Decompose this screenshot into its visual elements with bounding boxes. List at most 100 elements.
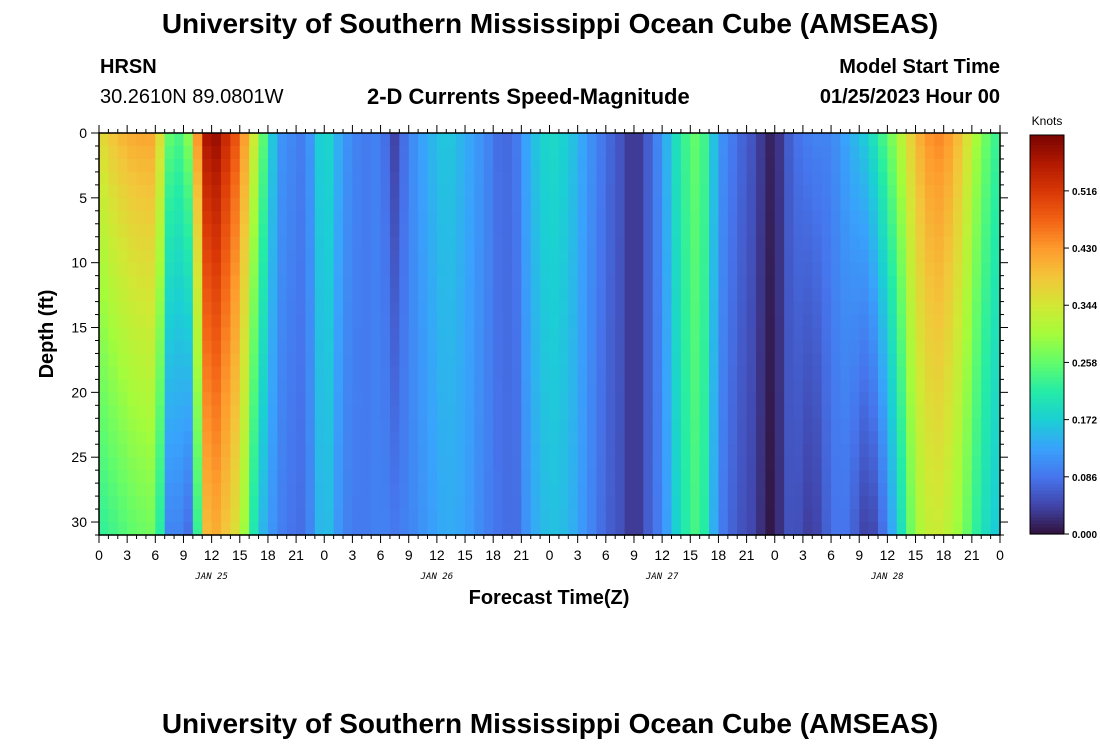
heatmap-cell (577, 392, 588, 406)
heatmap-cell (343, 223, 354, 238)
heatmap-cell (633, 366, 644, 380)
heatmap-cell (465, 145, 476, 160)
heatmap-cell (549, 223, 560, 238)
heatmap-cell (558, 301, 569, 316)
colorbar-segment (1030, 440, 1064, 445)
heatmap-cell (671, 171, 682, 186)
heatmap-cell (587, 236, 598, 251)
heatmap-cell (812, 366, 823, 380)
heatmap-cell (145, 262, 156, 277)
date-label: JAN 25 (194, 572, 228, 582)
heatmap-cell (962, 496, 973, 510)
heatmap-cell (127, 366, 138, 380)
heatmap-cell (840, 223, 851, 238)
heatmap-cell (727, 158, 738, 173)
heatmap-cell (202, 457, 213, 471)
heatmap-cell (408, 457, 419, 471)
heatmap-cell (483, 314, 494, 329)
heatmap-cell (671, 522, 682, 536)
heatmap-cell (511, 223, 522, 238)
heatmap-cell (896, 223, 907, 238)
colorbar-segment (1030, 504, 1064, 508)
heatmap-cell (436, 522, 447, 536)
heatmap-cell (371, 171, 382, 186)
heatmap-cell (821, 301, 832, 316)
heatmap-cell (671, 431, 682, 445)
heatmap-cell (699, 379, 710, 393)
heatmap-cell (465, 327, 476, 342)
heatmap-cell (643, 392, 654, 406)
heatmap-cell (962, 522, 973, 536)
heatmap-cell (821, 340, 832, 355)
heatmap-cell (296, 301, 307, 316)
heatmap-cell (633, 223, 644, 238)
heatmap-cell (155, 483, 166, 497)
heatmap-cell (934, 314, 945, 329)
heatmap-cell (343, 288, 354, 303)
heatmap-cell (840, 340, 851, 355)
heatmap-cell (389, 444, 400, 458)
heatmap-cell (906, 171, 917, 186)
heatmap-cell (840, 392, 851, 406)
heatmap-cell (605, 431, 616, 445)
heatmap-cell (765, 145, 776, 160)
heatmap-cell (511, 145, 522, 160)
heatmap-cell (971, 301, 982, 316)
heatmap-cell (436, 184, 447, 199)
heatmap-cell (727, 340, 738, 355)
heatmap-cell (408, 210, 419, 225)
heatmap-cell (690, 340, 701, 355)
heatmap-cell (727, 275, 738, 290)
heatmap-cell (202, 522, 213, 536)
heatmap-cell (296, 392, 307, 406)
heatmap-cell (239, 314, 250, 329)
heatmap-cell (915, 275, 926, 290)
heatmap-cell (859, 275, 870, 290)
heatmap-cell (990, 314, 1001, 329)
heatmap-cell (596, 392, 607, 406)
heatmap-cell (521, 275, 532, 290)
heatmap-cell (774, 171, 785, 186)
heatmap-cell (568, 314, 579, 329)
heatmap-cell (202, 171, 213, 186)
heatmap-cell (887, 470, 898, 484)
heatmap-cell (296, 340, 307, 355)
colorbar-segment (1030, 524, 1064, 528)
heatmap-cell (474, 133, 485, 147)
heatmap-cell (211, 133, 222, 147)
heatmap-cell (493, 158, 504, 173)
heatmap-cell (831, 340, 842, 355)
heatmap-cell (211, 509, 222, 523)
heatmap-cell (652, 327, 663, 342)
heatmap-cell (877, 340, 888, 355)
heatmap-cell (934, 483, 945, 497)
heatmap-cell (324, 340, 335, 355)
heatmap-cell (840, 145, 851, 160)
heatmap-cell (596, 483, 607, 497)
heatmap-cell (483, 496, 494, 510)
heatmap-cell (324, 236, 335, 251)
heatmap-cell (108, 431, 119, 445)
colorbar-segment (1030, 248, 1064, 252)
heatmap-cell (99, 288, 109, 303)
station-name: HRSN (100, 56, 157, 78)
heatmap-cell (812, 197, 823, 212)
heatmap-cell (680, 197, 691, 212)
heatmap-cell (108, 496, 119, 510)
heatmap-cell (831, 353, 842, 368)
heatmap-cell (183, 314, 194, 329)
heatmap-cell (380, 340, 391, 355)
heatmap-cell (296, 366, 307, 380)
heatmap-cell (887, 366, 898, 380)
heatmap-cell (305, 353, 316, 368)
heatmap-cell (108, 379, 119, 393)
heatmap-cell (352, 340, 363, 355)
heatmap-cell (427, 249, 438, 264)
heatmap-cell (117, 197, 128, 212)
heatmap-cell (802, 249, 813, 264)
heatmap-cell (221, 145, 231, 160)
heatmap-cell (906, 145, 917, 160)
heatmap-cell (361, 210, 372, 225)
heatmap-cell (305, 223, 316, 238)
heatmap-cell (821, 431, 832, 445)
